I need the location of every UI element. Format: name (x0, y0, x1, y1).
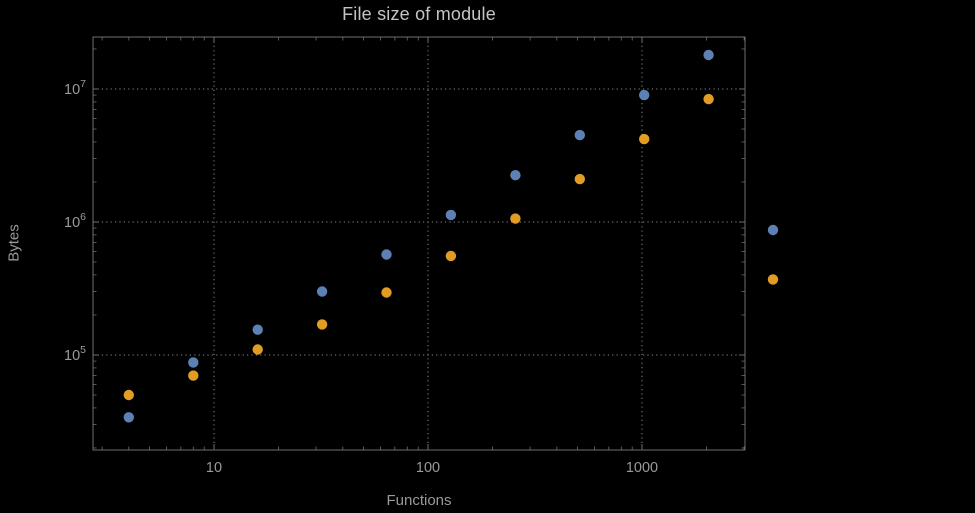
x-tick-label: 1000 (626, 460, 658, 476)
data-point-series-orange (123, 389, 134, 401)
data-point-series-blue (123, 412, 134, 423)
x-tick-label: 100 (416, 460, 440, 476)
y-tick-label: 105 (64, 344, 86, 364)
data-point-series-blue (703, 49, 714, 61)
data-point-series-orange (188, 370, 199, 381)
data-point-series-blue (252, 324, 263, 335)
data-point-series-blue (188, 357, 199, 368)
data-point-series-blue (381, 249, 392, 260)
data-point-series-orange (316, 319, 328, 330)
data-point-series-blue (445, 209, 457, 221)
data-point-series-blue (510, 170, 521, 181)
chart-title: File size of module (342, 4, 496, 24)
data-point-series-blue (574, 129, 585, 141)
data-point-series-blue (639, 89, 650, 101)
x-tick-label: 10 (206, 460, 222, 476)
data-point-series-blue (767, 224, 779, 236)
data-point-series-orange (252, 344, 263, 355)
y-tick-label: 106 (64, 211, 86, 231)
data-point-series-orange (767, 274, 779, 285)
data-point-series-orange (574, 173, 585, 185)
data-point-series-orange (381, 287, 392, 298)
plot-frame (92, 36, 746, 451)
data-point-series-orange (639, 133, 650, 145)
data-point-series-orange (445, 250, 457, 262)
data-point-series-orange (703, 93, 714, 105)
data-point-series-orange (510, 213, 521, 224)
data-point-series-blue (316, 286, 328, 297)
x-axis-label: Functions (386, 492, 452, 509)
y-tick-label: 107 (64, 78, 86, 98)
